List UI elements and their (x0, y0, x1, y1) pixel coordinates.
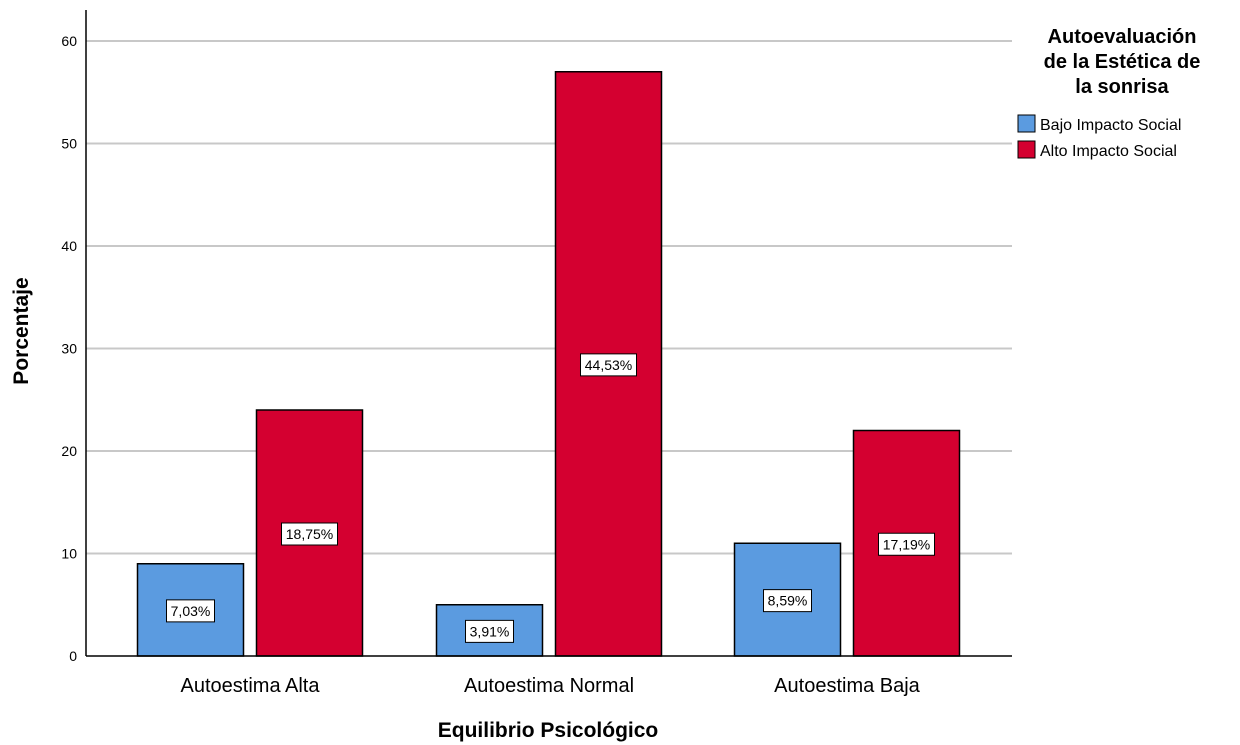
bars (136, 71, 961, 657)
y-tick-label-0: 0 (69, 648, 77, 664)
data-label-box-1-2 (878, 532, 935, 556)
data-label-box-1-0 (281, 522, 338, 546)
x-category-label-2: Autoestima Baja (774, 675, 921, 697)
data-label-1-2: 17,19% (883, 536, 930, 552)
y-tick-label-40: 40 (61, 238, 77, 254)
data-label-box-0-0 (166, 599, 215, 623)
y-tick-label-30: 30 (61, 341, 77, 357)
x-category-label-0: Autoestima Alta (181, 675, 321, 697)
y-tick-labels: 0 10 20 30 40 50 60 (61, 33, 77, 664)
legend-title-line-2: de la Estética de (1044, 51, 1201, 73)
x-category-label-1: Autoestima Normal (464, 675, 634, 697)
y-axis-title: Porcentaje (10, 277, 33, 384)
legend-label-1: Alto Impacto Social (1040, 143, 1177, 160)
x-category-labels: Autoestima Alta Autoestima Normal Autoesti… (181, 675, 921, 697)
legend-swatch-1 (1017, 140, 1036, 159)
y-tick-label-50: 50 (61, 136, 77, 152)
legend-swatch-0 (1017, 114, 1036, 133)
axes (85, 10, 1012, 657)
y-tick-label-10: 10 (61, 546, 77, 562)
data-label-0-0: 7,03% (171, 603, 211, 619)
legend-title-line-1: Autoevaluación (1048, 26, 1197, 48)
data-label-box-0-2 (763, 589, 812, 613)
y-tick-label-60: 60 (61, 33, 77, 49)
data-label-0-1: 3,91% (470, 623, 510, 639)
legend-label-0: Bajo Impacto Social (1040, 117, 1181, 134)
data-label-1-1: 44,53% (585, 357, 632, 373)
data-label-box-0-1 (465, 619, 514, 643)
data-label-box-1-1 (580, 353, 637, 377)
legend-title-line-3: la sonrisa (1075, 76, 1169, 98)
legend-items: Bajo Impacto Social Alto Impacto Social (1017, 114, 1181, 160)
data-label-1-0: 18,75% (286, 526, 333, 542)
data-label-0-2: 8,59% (768, 593, 808, 609)
x-axis-title: Equilibrio Psicológico (438, 719, 659, 742)
data-labels: 7,03% 18,75% 3,91% 44,53% 8,59% 17,19% (166, 353, 935, 643)
legend: Autoevaluación de la Estética de la sonr… (1017, 26, 1201, 160)
y-tick-label-20: 20 (61, 443, 77, 459)
